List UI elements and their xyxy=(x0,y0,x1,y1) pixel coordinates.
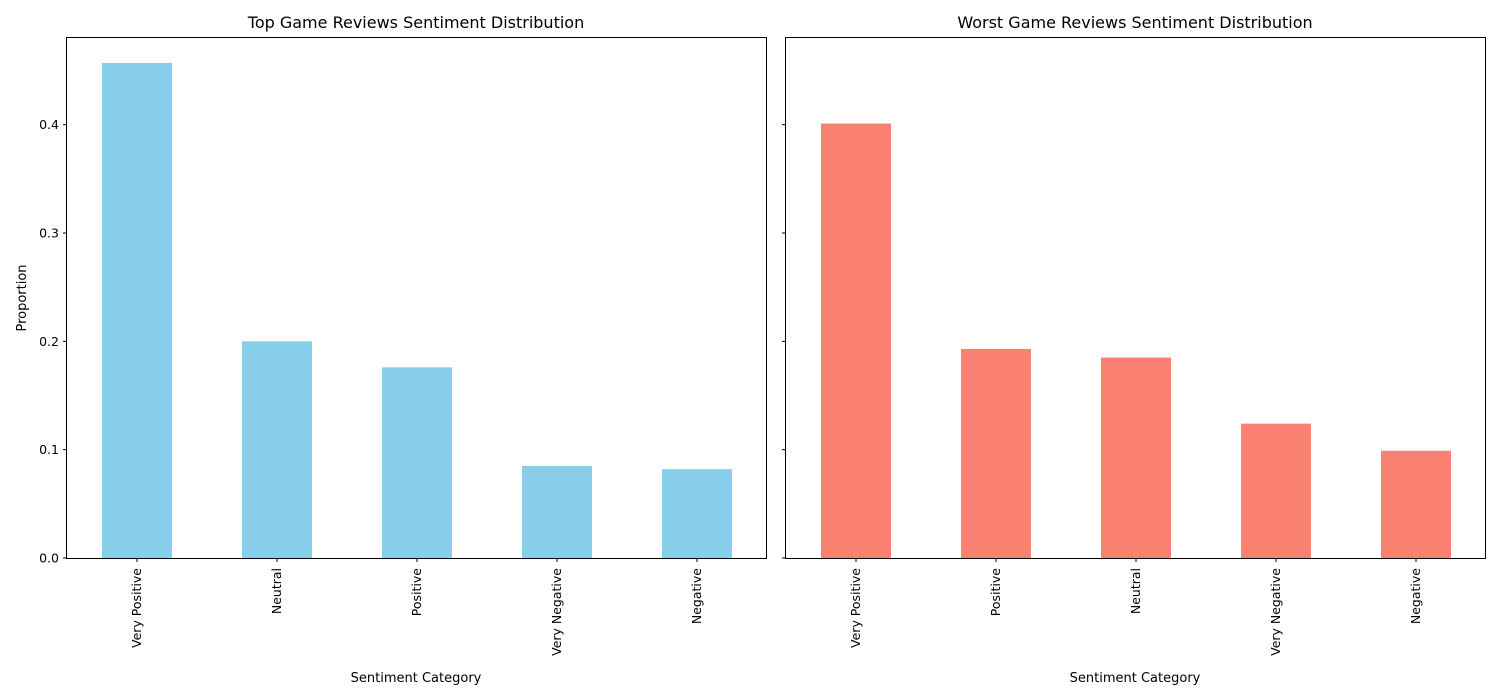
top-reviews-x-axis-label: Sentiment Category xyxy=(351,671,482,686)
worst-reviews-bar-very-negative xyxy=(1241,423,1311,558)
worst-reviews-plot-frame xyxy=(785,37,1486,559)
worst-reviews-chart-title: Worst Game Reviews Sentiment Distributio… xyxy=(957,13,1312,32)
top-reviews-x-tick-label: Positive xyxy=(409,568,424,616)
top-reviews-bar-neutral xyxy=(242,341,312,558)
worst-reviews-x-tick-label: Negative xyxy=(1408,568,1423,624)
worst-reviews-x-tick-label: Positive xyxy=(988,568,1003,616)
top-reviews-y-tick-label: 0.2 xyxy=(39,334,59,349)
top-reviews-bars xyxy=(102,62,732,559)
top-reviews-bar-positive xyxy=(382,367,452,558)
top-reviews-chart-title: Top Game Reviews Sentiment Distribution xyxy=(247,13,584,32)
top-reviews-y-axis-label: Proportion xyxy=(15,264,30,331)
top-reviews-x-tick-label: Neutral xyxy=(269,568,284,614)
top-reviews-y-ticks: 0.0 0.1 0.2 0.3 0.4 xyxy=(39,117,67,566)
top-reviews-y-tick-label: 0.1 xyxy=(39,442,59,457)
top-reviews-panel: Top Game Reviews Sentiment Distribution … xyxy=(15,13,767,686)
top-reviews-y-tick-label: 0.0 xyxy=(39,551,59,566)
worst-reviews-x-ticks: Very Positive Positive Neutral Very Negativ… xyxy=(848,558,1423,656)
worst-reviews-bar-neutral xyxy=(1101,357,1171,558)
top-reviews-y-tick-label: 0.3 xyxy=(39,226,59,241)
top-reviews-plot-frame xyxy=(66,37,767,559)
worst-reviews-x-axis-label: Sentiment Category xyxy=(1070,671,1201,686)
worst-reviews-bar-negative xyxy=(1381,450,1451,558)
worst-reviews-x-tick-label: Neutral xyxy=(1128,568,1143,614)
worst-reviews-bar-positive xyxy=(961,348,1031,558)
top-reviews-x-tick-label: Very Positive xyxy=(129,568,144,648)
top-reviews-bar-very-positive xyxy=(102,62,172,559)
top-reviews-bar-negative xyxy=(662,469,732,558)
top-reviews-y-tick-label: 0.4 xyxy=(39,117,59,132)
top-reviews-x-tick-label: Very Negative xyxy=(549,568,564,656)
top-reviews-x-tick-label: Negative xyxy=(689,568,704,624)
top-reviews-bar-very-negative xyxy=(522,465,592,558)
worst-reviews-bar-very-positive xyxy=(821,123,891,558)
worst-reviews-x-tick-label: Very Negative xyxy=(1268,568,1283,656)
top-reviews-x-ticks: Very Positive Neutral Positive Very Negativ… xyxy=(129,558,704,656)
worst-reviews-bars xyxy=(821,123,1451,558)
worst-reviews-x-tick-label: Very Positive xyxy=(848,568,863,648)
worst-reviews-panel: Worst Game Reviews Sentiment Distributio… xyxy=(782,13,1486,686)
